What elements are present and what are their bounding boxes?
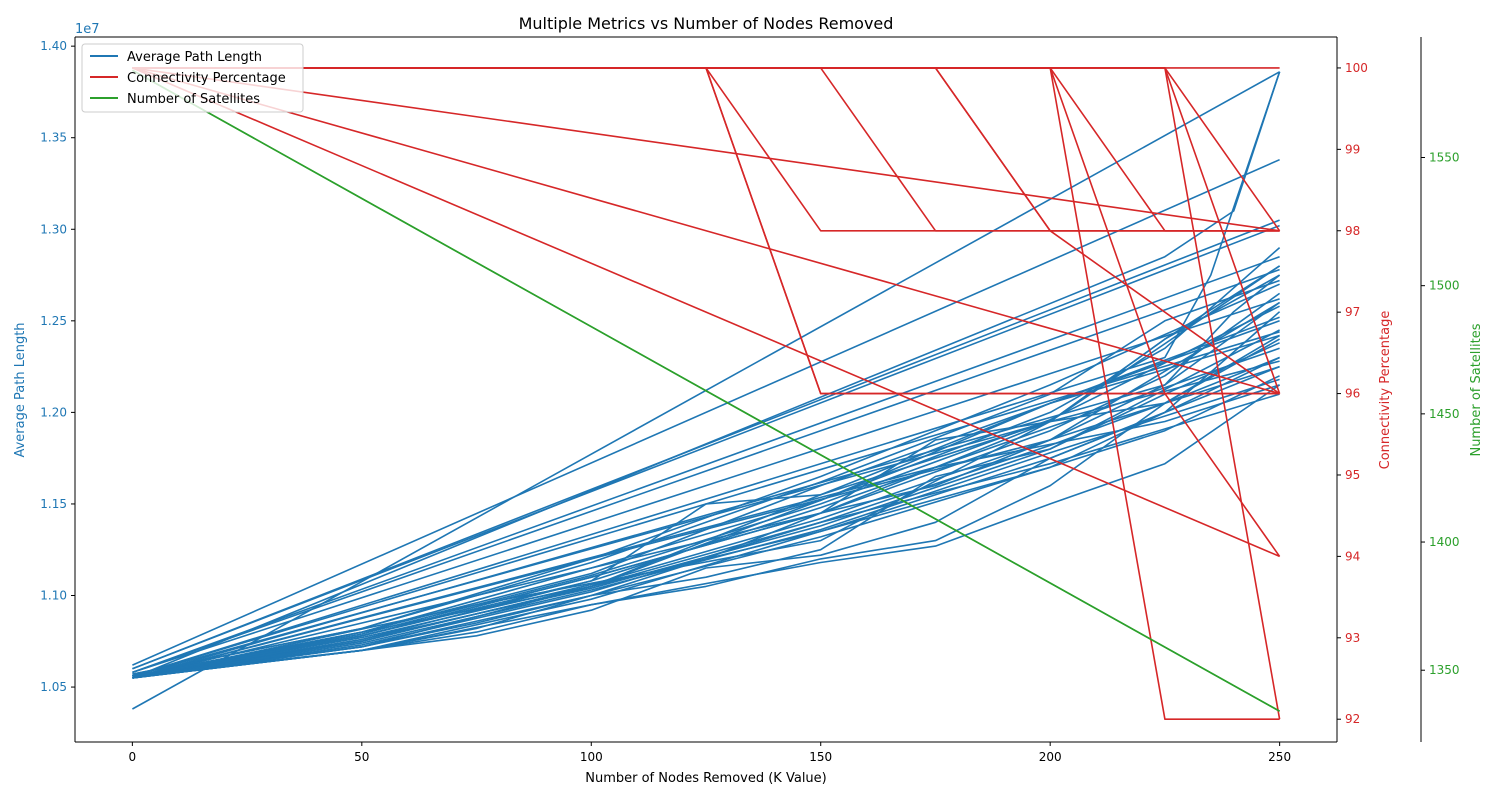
- x-axis-ticks: 0 50 100 150 200 250: [129, 742, 1291, 764]
- right2-tick-label: 1550: [1429, 150, 1460, 164]
- right2-tick-label: 1450: [1429, 407, 1460, 421]
- series-average-path-length-line-20: [132, 393, 1280, 679]
- series-average-path-length-line-27: [132, 378, 1280, 679]
- series-average-path-length-line-31: [132, 356, 1280, 679]
- series-average-path-length-line-33: [132, 365, 1280, 679]
- chart-title: Multiple Metrics vs Number of Nodes Remo…: [519, 14, 894, 33]
- series-average-path-length-line-5: [132, 268, 1280, 674]
- series-average-path-length-line-38: [132, 71, 1281, 677]
- left-axis-label: Average Path Length: [13, 322, 28, 457]
- left-axis-ticks: 1.05 1.10 1.15 1.20 1.25 1.30 1.35 1.40: [40, 39, 75, 694]
- series-average-path-length-line-10: [132, 301, 1281, 679]
- left-tick-label: 1.25: [40, 314, 67, 328]
- series-average-path-length-line-4: [132, 255, 1280, 674]
- series-average-path-length-line-26: [132, 329, 1280, 677]
- right-tick-label: 96: [1345, 387, 1360, 401]
- right2-axis-ticks: 1350 1400 1450 1500 1550: [1421, 150, 1460, 677]
- series-average-path-length-line-37: [132, 274, 1281, 679]
- series-average-path-length-line-14: [132, 384, 1281, 679]
- left-tick-label: 1.15: [40, 497, 67, 511]
- left-tick-label: 1.30: [40, 222, 67, 236]
- right-tick-label: 93: [1345, 631, 1360, 645]
- left-tick-label: 1.05: [40, 680, 67, 694]
- x-tick-label: 50: [354, 750, 369, 764]
- right-tick-label: 98: [1345, 224, 1360, 238]
- right-tick-label: 94: [1345, 549, 1360, 563]
- series-average-path-length-line-32: [132, 360, 1280, 679]
- legend: Average Path Length Connectivity Percent…: [81, 43, 304, 113]
- legend-box: [81, 43, 304, 113]
- series-average-path-length-line-1: [132, 158, 1280, 666]
- x-tick-label: 100: [580, 750, 603, 764]
- legend-label-number-of-satellites: Number of Satellites: [127, 92, 260, 107]
- series-average-path-length-line-12: [132, 311, 1281, 677]
- right2-axis-label: Number of Satellites: [1469, 323, 1484, 456]
- series-number-of-satellites-line-1: [132, 69, 1280, 712]
- x-tick-label: 250: [1268, 750, 1291, 764]
- series-connectivity-percentage-line-3: [132, 67, 1280, 558]
- right-axis-ticks: 92 93 94 95 96 97 98 99 100: [1337, 61, 1368, 726]
- x-tick-label: 200: [1039, 750, 1062, 764]
- series-average-path-length-line-17: [132, 292, 1281, 677]
- right-tick-label: 97: [1345, 305, 1360, 319]
- left-tick-label: 1.10: [40, 589, 67, 603]
- series-average-path-length-line-8: [132, 334, 1280, 679]
- series-average-path-length-line-18: [132, 274, 1280, 679]
- left-axis-offset-text: 1e7: [75, 22, 100, 37]
- left-tick-label: 1.40: [40, 39, 67, 53]
- series-average-path-length-line-28: [132, 305, 1280, 677]
- series-average-path-length-line-3: [132, 224, 1280, 670]
- right-tick-label: 99: [1345, 142, 1360, 156]
- left-tick-label: 1.35: [40, 131, 67, 145]
- plot-series: [132, 67, 1281, 721]
- right2-tick-label: 1500: [1429, 279, 1460, 293]
- legend-label-average-path-length: Average Path Length: [127, 50, 262, 65]
- series-average-path-length-line-35: [132, 334, 1281, 679]
- x-tick-label: 150: [809, 750, 832, 764]
- series-connectivity-percentage-line-2: [132, 67, 1280, 395]
- right2-tick-label: 1350: [1429, 663, 1460, 677]
- right-tick-label: 92: [1345, 712, 1360, 726]
- series-average-path-length-line-34: [132, 384, 1280, 679]
- series-average-path-length-line-39: [132, 71, 1281, 679]
- series-connectivity-percentage-line-15: [132, 67, 1281, 394]
- x-tick-label: 0: [129, 750, 137, 764]
- series-average-path-length-line-6: [132, 298, 1280, 674]
- legend-label-connectivity-percentage: Connectivity Percentage: [127, 71, 286, 86]
- right-tick-label: 100: [1345, 61, 1368, 75]
- right-axis-label: Connectivity Percentage: [1378, 311, 1393, 470]
- left-tick-label: 1.20: [40, 405, 67, 419]
- x-axis-label: Number of Nodes Removed (K Value): [585, 771, 827, 786]
- series-average-path-length-line-23: [132, 365, 1280, 679]
- series-average-path-length-line-25: [132, 301, 1281, 677]
- series-connectivity-percentage-line-1: [132, 67, 1280, 232]
- right2-tick-label: 1400: [1429, 535, 1460, 549]
- right-tick-label: 95: [1345, 468, 1360, 482]
